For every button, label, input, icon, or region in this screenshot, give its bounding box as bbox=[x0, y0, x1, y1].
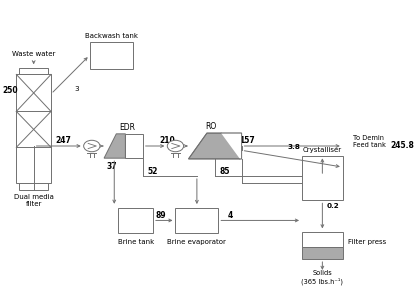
Text: 37: 37 bbox=[107, 162, 117, 171]
Text: EDR: EDR bbox=[120, 123, 135, 132]
Text: 89: 89 bbox=[156, 211, 166, 220]
Bar bbox=[16, 74, 51, 183]
Text: 52: 52 bbox=[148, 167, 158, 176]
Text: Backwash tank: Backwash tank bbox=[85, 33, 138, 39]
Text: Brine tank: Brine tank bbox=[117, 239, 154, 245]
Text: 3: 3 bbox=[74, 86, 79, 92]
Text: Filter press: Filter press bbox=[348, 239, 386, 245]
Text: 245.8: 245.8 bbox=[390, 141, 414, 150]
Text: 85: 85 bbox=[220, 167, 230, 176]
Circle shape bbox=[167, 140, 184, 152]
Bar bbox=[125, 134, 143, 158]
Text: Brine evaporator: Brine evaporator bbox=[168, 239, 226, 245]
Text: Solids
(365 lbs.h⁻¹): Solids (365 lbs.h⁻¹) bbox=[301, 270, 343, 285]
Bar bbox=[176, 208, 218, 233]
Bar bbox=[302, 247, 343, 259]
Text: 4: 4 bbox=[228, 211, 233, 220]
Bar bbox=[302, 232, 343, 247]
Text: Crystalliser: Crystalliser bbox=[303, 147, 342, 153]
Text: Dual media
filter: Dual media filter bbox=[14, 194, 54, 207]
Text: RO: RO bbox=[205, 122, 217, 131]
Text: 157: 157 bbox=[239, 136, 255, 145]
Bar bbox=[19, 68, 48, 74]
Text: To Demin
Feed tank: To Demin Feed tank bbox=[353, 135, 386, 148]
Text: 0.2: 0.2 bbox=[326, 203, 339, 209]
Polygon shape bbox=[221, 133, 242, 159]
Circle shape bbox=[84, 140, 100, 152]
Bar bbox=[19, 183, 48, 189]
Polygon shape bbox=[104, 134, 125, 158]
Text: 250: 250 bbox=[2, 86, 18, 95]
Text: 210: 210 bbox=[159, 136, 175, 145]
Text: 247: 247 bbox=[55, 136, 71, 145]
Bar bbox=[302, 156, 343, 200]
Bar bbox=[90, 42, 133, 69]
Text: Waste water: Waste water bbox=[12, 51, 55, 57]
Polygon shape bbox=[189, 133, 242, 159]
Bar bbox=[118, 208, 153, 233]
Text: 3.8: 3.8 bbox=[287, 144, 300, 150]
